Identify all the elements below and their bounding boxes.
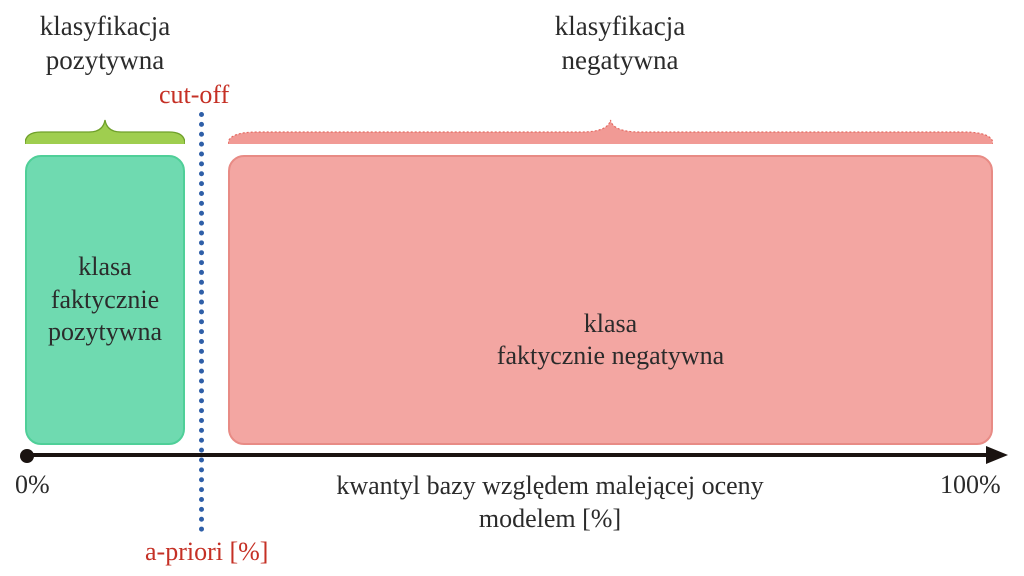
apriori-label: a-priori [%]: [145, 537, 268, 567]
axis-arrowhead-icon: [986, 446, 1008, 464]
box-positive-class-text: klasa faktycznie pozytywna: [48, 251, 162, 349]
axis-title: kwantyl bazy względem malejącej oceny mo…: [290, 470, 810, 535]
label-classification-negative-l1: klasyfikacja: [555, 11, 685, 41]
cutoff-line: [199, 112, 204, 532]
brace-positive: [25, 118, 185, 146]
label-classification-negative-l2: negatywna: [562, 45, 679, 75]
brace-negative: [228, 118, 993, 146]
label-classification-negative: klasyfikacja negatywna: [510, 10, 730, 78]
box-negative-class: klasa faktycznie negatywna: [228, 155, 993, 445]
axis-tick-end: 100%: [940, 470, 1001, 500]
box-positive-class: klasa faktycznie pozytywna: [25, 155, 185, 445]
cutoff-label: cut-off: [159, 80, 229, 110]
label-classification-positive-l1: klasyfikacja: [40, 11, 170, 41]
diagram-canvas: klasyfikacja pozytywna cut-off klasyfika…: [0, 0, 1024, 576]
axis-line: [25, 453, 990, 457]
box-negative-class-text: klasa faktycznie negatywna: [497, 308, 724, 373]
label-classification-positive: klasyfikacja pozytywna: [20, 10, 190, 78]
axis-tick-start: 0%: [15, 470, 50, 500]
label-classification-positive-l2: pozytywna: [46, 45, 164, 75]
